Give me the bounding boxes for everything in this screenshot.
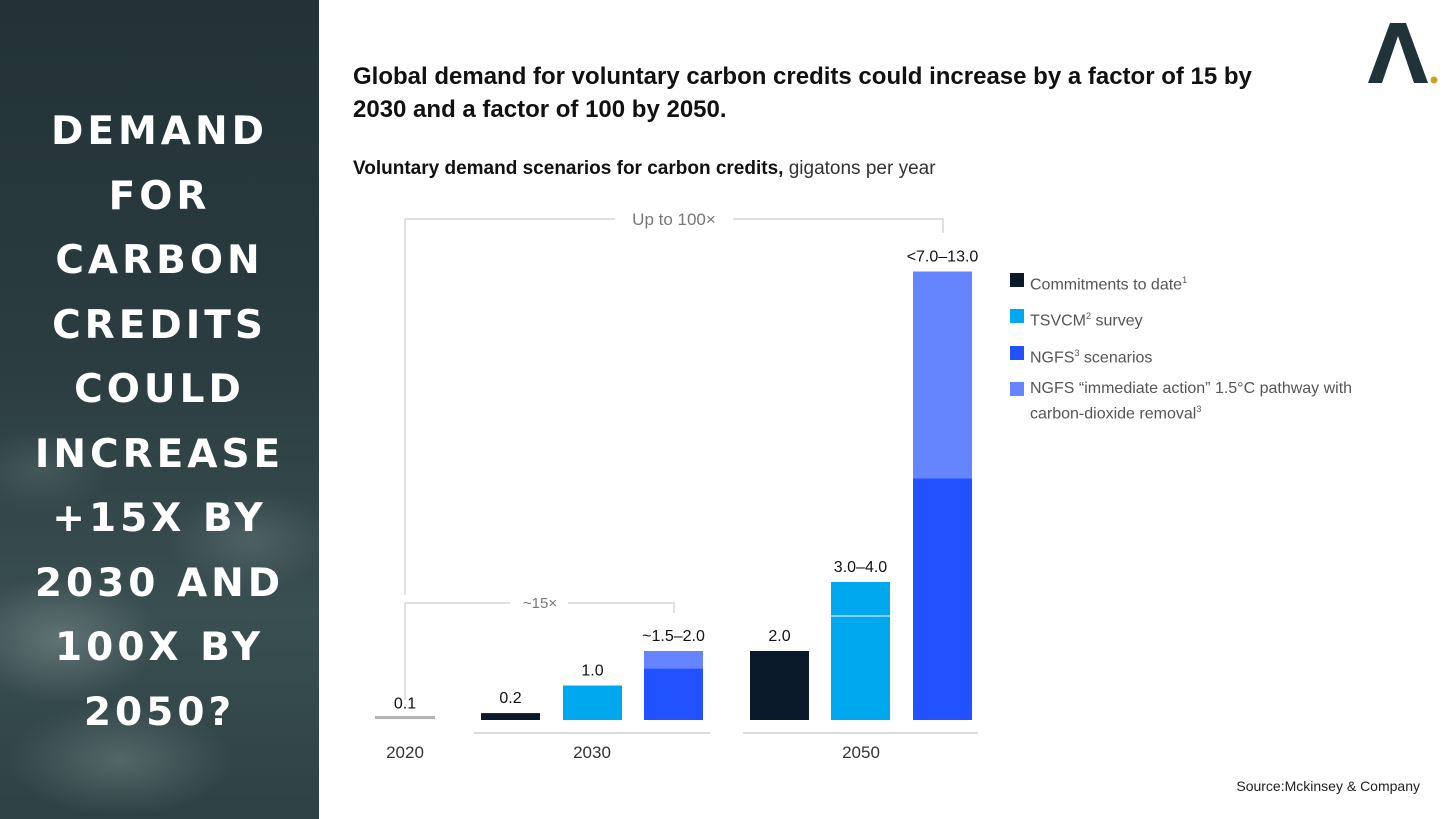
legend-label: Commitments to date	[1030, 276, 1183, 294]
data-label: ~1.5–2.0	[642, 628, 705, 645]
bracket-label-2050: Up to 100×	[632, 210, 716, 229]
brand-logo	[1368, 23, 1438, 84]
group-label-2020: 2020	[386, 743, 424, 762]
bar-2050-ngfs-scenarios-high	[913, 271, 972, 479]
data-label: 1.0	[581, 663, 603, 680]
bar-2020	[375, 716, 435, 720]
data-label: 3.0–4.0	[834, 559, 887, 576]
group-label-2050: 2050	[842, 743, 880, 762]
data-label: <7.0–13.0	[907, 249, 979, 266]
legend-footnote: 3	[1196, 403, 1202, 414]
headline-line: +15X BY	[52, 496, 267, 541]
data-label: 2.0	[768, 628, 790, 645]
legend-footnote: 1	[1182, 275, 1188, 285]
bar-2050-commitments-to-date	[750, 651, 809, 720]
headline-line: CARBON	[55, 238, 264, 283]
headline-line: 2030 AND	[34, 560, 285, 606]
legend-swatch	[1010, 309, 1024, 324]
chart-title: Global demand for voluntary carbon credi…	[353, 63, 1252, 123]
headline-line: INCREASE	[34, 431, 285, 477]
logo-glyph	[1368, 23, 1428, 83]
legend-label: NGFS “immediate action” 1.5°C pathway wi…	[1030, 379, 1353, 423]
subtitle-unit: gigatons per year	[788, 158, 936, 179]
legend-item-ngfs: NGFS3 scenarios	[1010, 343, 1370, 368]
group-label-2030: 2030	[573, 743, 611, 762]
legend-label: NGFS	[1030, 348, 1075, 366]
headline-line: DEMAND	[50, 109, 269, 154]
headline-line: COULD	[74, 367, 245, 412]
legend-item-commitments: Commitments to date1	[1010, 270, 1370, 295]
legend-item-tsvcm: TSVCM2 survey	[1010, 306, 1370, 331]
bar-2050-ngfs-scenarios-low	[913, 478, 972, 720]
bar-2050-tsvcm-survey-high	[831, 582, 890, 616]
logo-dot	[1430, 76, 1438, 84]
headline-line: CREDITS	[52, 302, 267, 348]
legend-suffix: survey	[1091, 312, 1143, 330]
legend-suffix: scenarios	[1079, 348, 1153, 366]
bracket-2050	[404, 218, 944, 595]
headline: DEMAND FOR CARBON CREDITS COULD INCREASE +15X …	[0, 100, 319, 745]
subtitle-label: Voluntary demand scenarios for carbon cr…	[353, 158, 784, 179]
bar-2030-commitments-to-date	[481, 713, 540, 720]
bar-2030-ngfs-scenarios-low	[644, 668, 703, 720]
legend-item-ngfs_immediate: NGFS “immediate action” 1.5°C pathway wi…	[1010, 379, 1370, 424]
bar-2030-ngfs-scenarios-high	[644, 651, 703, 669]
source-note: Source:Mckinsey & Company	[1236, 778, 1420, 794]
headline-line: FOR	[108, 173, 211, 219]
chart-legend: Commitments to date1 TSVCM2 survey NGFS3 s…	[1010, 270, 1370, 435]
legend-label: TSVCM	[1030, 312, 1086, 330]
legend-swatch	[1010, 345, 1024, 360]
legend-swatch	[1010, 273, 1024, 287]
left-panel: DEMAND FOR CARBON CREDITS COULD INCREASE +15X …	[0, 0, 319, 819]
bar-2030-tsvcm-survey	[563, 685, 622, 720]
headline-line: 2050?	[83, 689, 236, 735]
bracket-2030	[404, 602, 675, 700]
data-label: 0.2	[499, 690, 521, 707]
bracket-label-2030: ~15×	[523, 595, 557, 612]
legend-swatch	[1010, 381, 1024, 396]
data-label: 0.1	[394, 696, 416, 713]
chart-subtitle: Voluntary demand scenarios for carbon cr…	[353, 158, 936, 180]
legend-footnote: 2	[1086, 311, 1092, 322]
bar-2050-tsvcm-survey-low	[831, 616, 890, 720]
legend-footnote: 3	[1074, 347, 1080, 358]
headline-line: 100X BY	[55, 625, 264, 670]
